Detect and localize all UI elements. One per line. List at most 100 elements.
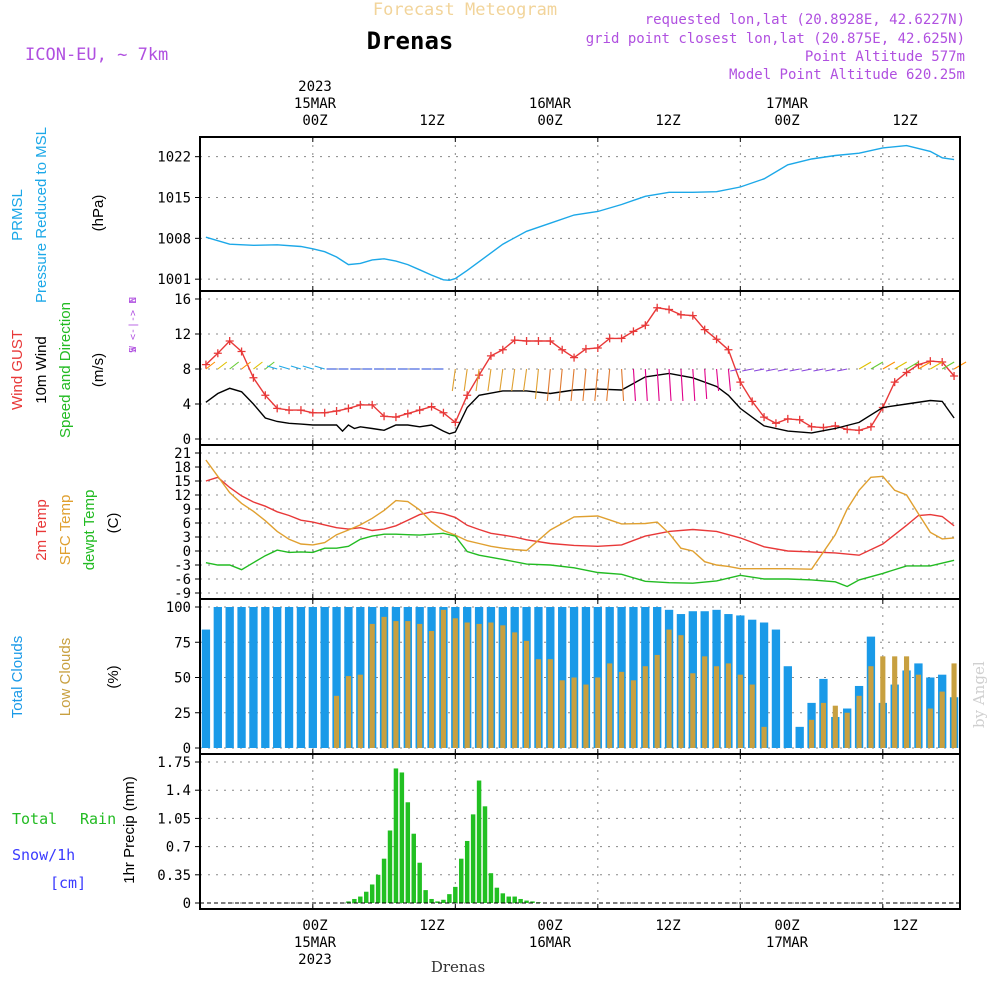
gust-marker-10 [320, 408, 329, 417]
precip-bar-22 [476, 780, 482, 903]
bottom-tick-2-date: 16MAR [529, 935, 572, 951]
wind-direction-arrow-61 [930, 361, 943, 370]
precip-bar-2 [358, 896, 363, 903]
bottom-tick-1: 12Z [419, 918, 444, 934]
clouds-bar-1-32 [583, 684, 589, 748]
clouds-bar-1-28 [535, 659, 542, 748]
wind-ytick-label-2: 8 [183, 362, 191, 378]
temperature-ytick-label-4: 3 [183, 530, 191, 546]
wind-direction-arrow-41 [692, 368, 696, 402]
precip-ytick-label-0: 0 [183, 896, 191, 912]
precip-label-total: Total [12, 810, 57, 828]
wind-direction-arrow-38 [656, 368, 660, 402]
gust-marker-42 [700, 325, 709, 334]
clouds-bar-1-44 [725, 663, 732, 748]
clouds-bar-0-47 [759, 622, 769, 748]
clouds-bar-0-9 [308, 607, 317, 748]
precip-ytick-label-1: 0.35 [157, 868, 191, 884]
bottom-tick-0: 00Z 15MAR 2023 [294, 918, 337, 968]
station-title: Drenas [367, 27, 454, 55]
clouds-bar-1-37 [642, 666, 648, 748]
wind-labels: Wind GUST 10m Wind Speed and Direction (… [9, 297, 139, 438]
gust-marker-61 [926, 357, 935, 366]
clouds-bar-1-20 [440, 609, 447, 748]
clouds-bar-1-47 [761, 726, 767, 748]
clouds-bar-1-12 [345, 676, 352, 748]
bottom-tick-0-hour: 00Z [302, 918, 327, 934]
precip-ytick-label-2: 0.7 [166, 840, 191, 856]
wind-direction-arrow-59 [906, 361, 919, 370]
top-time-axis: 2023 15MAR 00Z 12Z 16MAR 00Z 12Z 17MAR 00Z 1… [294, 79, 918, 129]
clouds-bar-1-27 [523, 640, 530, 748]
precip-bar-18 [453, 886, 458, 903]
temperature-series-2-line [205, 532, 955, 588]
wind-direction-arrow-8 [290, 365, 302, 370]
precip-bar-8 [393, 768, 399, 903]
wind-direction-arrow-45 [730, 368, 741, 372]
gust-marker-29 [546, 337, 555, 345]
temperature-ytick-label-0: -9 [174, 586, 191, 602]
clouds-bar-0-6 [273, 607, 282, 748]
precip-bar-24 [488, 873, 494, 903]
gust-marker-21 [451, 418, 460, 427]
temp-label-2m: 2m Temp [33, 499, 50, 560]
gust-marker-20 [439, 408, 448, 417]
wind-direction-arrow-55 [858, 361, 872, 370]
gust-marker-45 [736, 378, 745, 387]
gust-marker-34 [605, 334, 614, 343]
wind-direction-arrow-36 [632, 368, 636, 402]
wind-direction-arrow-29 [546, 368, 551, 402]
wind-direction-arrow-51 [801, 368, 812, 372]
wind-direction-arrow-28 [534, 368, 539, 400]
precip-bar-1 [352, 898, 357, 903]
temperature-ytick-label-2: -3 [174, 558, 191, 574]
clouds-bar-1-21 [452, 618, 458, 748]
temperature-series-0-line [205, 476, 955, 556]
precip-label-rain: Rain [80, 810, 116, 828]
clouds-bar-1-41 [690, 673, 696, 748]
clouds-bar-1-58 [892, 656, 898, 748]
cloud-label-total: Total Clouds [9, 636, 26, 719]
gust-marker-44 [724, 345, 733, 354]
pressure-series-0-line [205, 144, 955, 282]
clouds-bar-0-4 [249, 607, 258, 748]
wind-direction-arrow-2 [229, 361, 240, 370]
wind-direction-arrow-60 [918, 361, 931, 370]
wind-direction-arrow-1 [217, 361, 228, 370]
gust-marker-4 [249, 373, 258, 382]
footer-station: Drenas [431, 958, 485, 976]
bottom-tick-2-hour: 00Z [537, 918, 562, 934]
clouds-bar-1-19 [428, 630, 435, 748]
clouds-bar-1-42 [702, 656, 708, 748]
wind-direction-arrow-62 [941, 361, 955, 370]
wind-direction-arrow-44 [727, 368, 731, 392]
precip-bar-16 [441, 899, 446, 903]
temp-labels: 2m Temp SFC Temp dewpt Temp (C) [33, 490, 122, 571]
clouds-bar-1-16 [393, 621, 399, 748]
clouds-bar-1-13 [357, 674, 363, 748]
cloud-label-low: Low Clouds [57, 638, 74, 716]
wind-label-speed-direction: Speed and Direction [57, 302, 74, 438]
gust-marker-49 [783, 414, 792, 423]
gust-marker-38 [653, 303, 662, 312]
gust-marker-40 [676, 310, 685, 319]
clouds-bar-1-53 [832, 705, 838, 748]
gust-marker-41 [688, 311, 697, 320]
clouds-bar-1-24 [488, 622, 494, 748]
top-tick-4: 17MAR 00Z [766, 96, 809, 129]
gust-marker-13 [356, 400, 365, 409]
direction-legend-west-east: W <-|-> E [128, 298, 139, 352]
clouds-bar-0-36 [629, 607, 638, 748]
gust-marker-0 [201, 360, 210, 369]
bottom-time-axis: 00Z 15MAR 2023 12Z 00Z 16MAR 12Z 00Z 17MAR 1… [294, 918, 918, 968]
clouds-ytick-label-4: 100 [166, 600, 191, 616]
gust-marker-55 [855, 426, 864, 435]
precip-bar-0 [346, 901, 351, 903]
precip-ytick-label-5: 1.75 [157, 755, 191, 771]
clouds-panel: 0 25 50 75 100 [166, 598, 961, 757]
model-altitude: Model Point Altitude 620.25m [729, 67, 965, 83]
clouds-bar-0-0 [201, 629, 211, 748]
gust-marker-33 [593, 344, 602, 352]
clouds-bar-1-23 [476, 623, 482, 748]
precip-bar-9 [399, 772, 405, 903]
